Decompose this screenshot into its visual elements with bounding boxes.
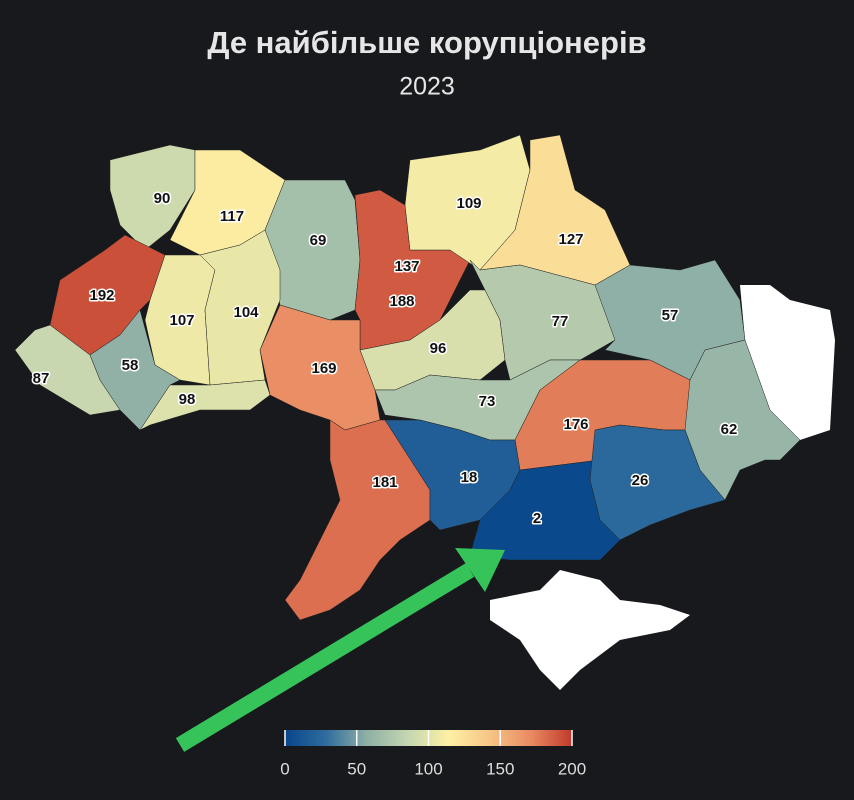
region-label: 26 (632, 472, 649, 489)
subtitle: 2023 (399, 73, 455, 101)
region-label: 90 (154, 190, 171, 207)
region-label: 169 (311, 360, 336, 377)
colorbar-tick-label: 50 (347, 759, 366, 778)
region (89, 309, 181, 431)
region-label: 98 (179, 391, 196, 408)
region-label: 2 (533, 510, 541, 527)
region-label: 18 (461, 469, 478, 486)
region (684, 339, 801, 501)
region-label: 176 (563, 416, 588, 433)
colorbar-tick-label: 150 (486, 759, 514, 778)
region-label: 87 (33, 370, 50, 387)
region-label: 96 (430, 340, 447, 357)
colorbar-tick-label: 200 (558, 759, 586, 778)
region-label: 69 (310, 232, 327, 249)
region-label: 137 (394, 258, 419, 275)
region-label: 188 (389, 293, 414, 310)
region-label: 73 (479, 393, 496, 410)
colorbar-tick-label: 0 (280, 759, 289, 778)
region-label: 57 (662, 307, 679, 324)
region (589, 424, 726, 541)
region-label: 107 (169, 312, 194, 329)
no-data-region (740, 285, 835, 440)
region-label: 77 (552, 313, 569, 330)
region (284, 419, 431, 621)
region-label: 192 (89, 287, 114, 304)
arrow-head (455, 548, 505, 592)
arrow (175, 548, 505, 752)
region-label: 104 (233, 304, 259, 321)
region-label: 181 (372, 474, 397, 491)
region (109, 144, 196, 251)
region-label: 117 (220, 208, 244, 225)
region-label: 62 (721, 421, 738, 438)
no-data-region (490, 570, 690, 690)
arrow-shaft (175, 563, 475, 752)
region-label: 127 (558, 231, 583, 248)
region-label: 109 (456, 195, 481, 212)
region-label: 58 (122, 357, 139, 374)
title: Де найбільше корупціонерів (207, 25, 646, 60)
colorbar-tick-label: 100 (414, 759, 442, 778)
